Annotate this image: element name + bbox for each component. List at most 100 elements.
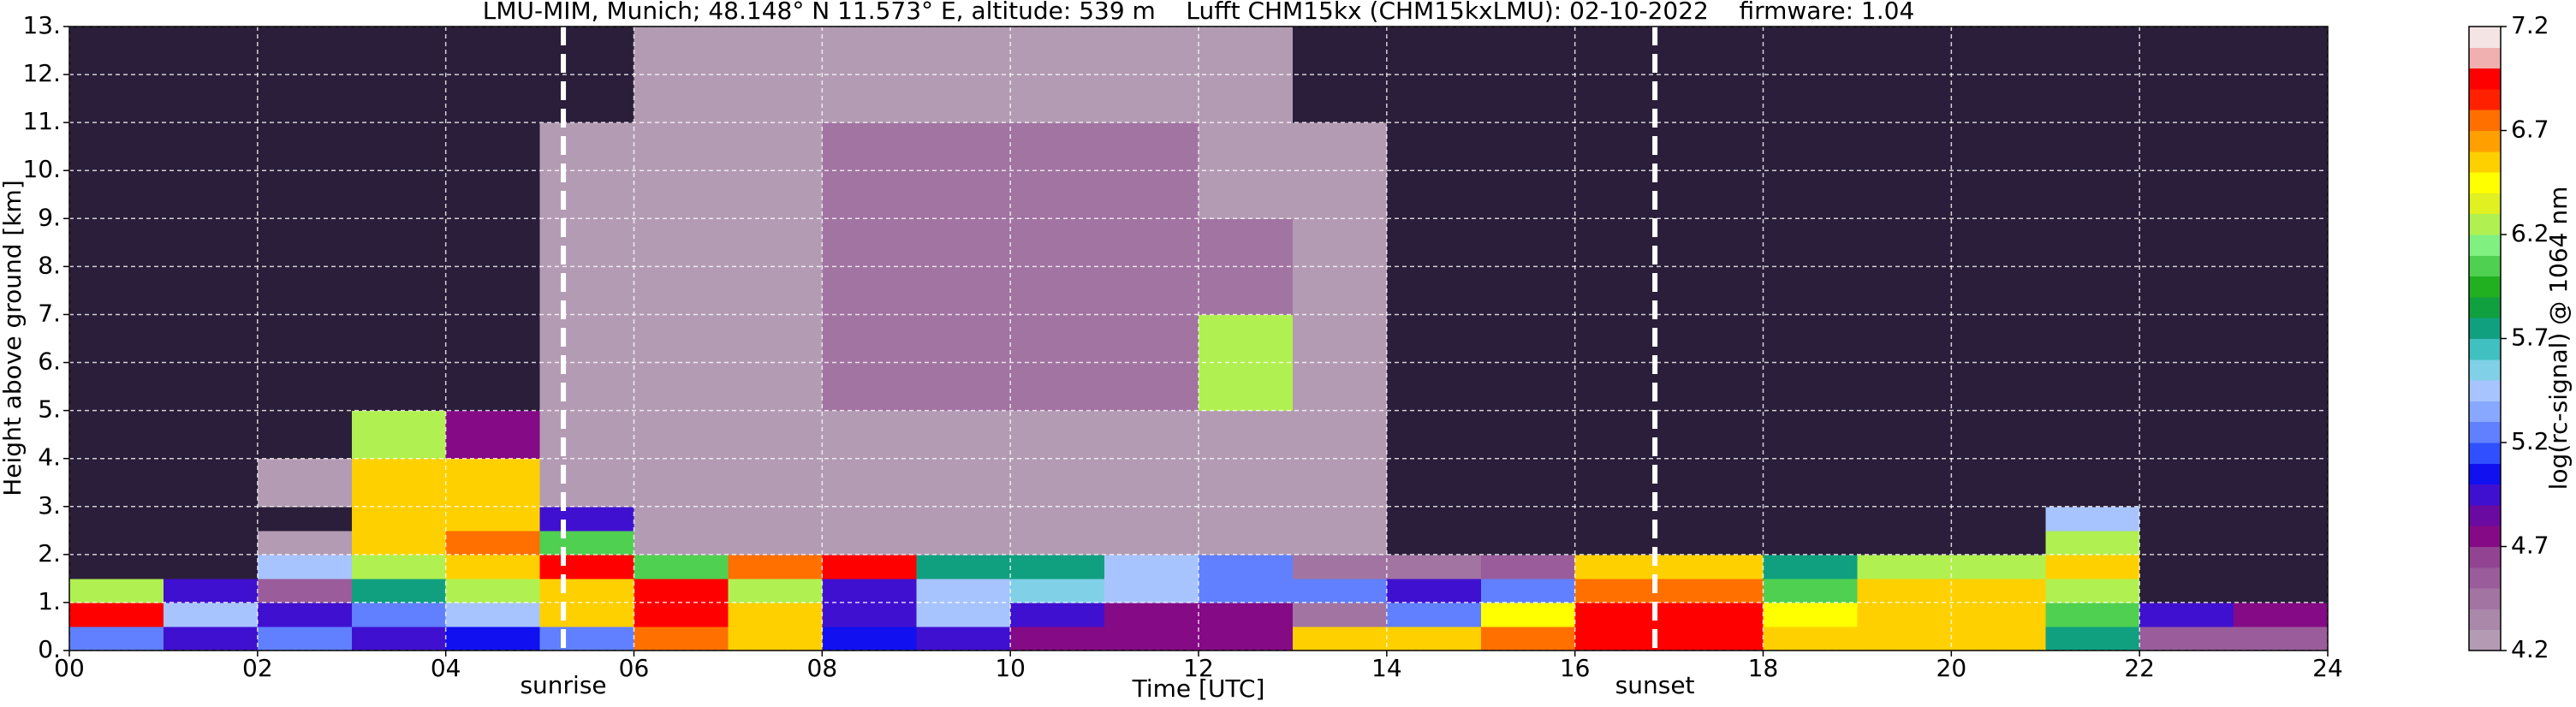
heatmap-cell xyxy=(163,554,259,579)
heatmap-cell xyxy=(916,578,1011,603)
x-tick-label: 16 xyxy=(1560,654,1591,682)
heatmap-cell xyxy=(1763,530,1858,556)
heatmap-cell xyxy=(1951,626,2046,651)
heatmap-cell xyxy=(1669,314,1764,412)
heatmap-cell xyxy=(1292,314,1388,412)
heatmap-cell xyxy=(634,602,729,627)
heatmap-cell xyxy=(1104,458,1199,508)
heatmap-cell xyxy=(1951,506,2046,532)
heatmap-cell xyxy=(351,626,447,651)
heatmap-cell xyxy=(822,554,917,579)
x-tick-label: 22 xyxy=(2124,654,2155,682)
colorbar-tick-label: 4.2 xyxy=(2511,635,2549,663)
heatmap-cell xyxy=(1292,554,1388,579)
heatmap-cell xyxy=(728,554,823,579)
heatmap-cell xyxy=(1669,410,1764,460)
heatmap-cell xyxy=(1857,602,1952,627)
heatmap-cell xyxy=(1951,554,2046,579)
heatmap-cell xyxy=(1669,602,1764,627)
y-axis-label: Height above ground [km] xyxy=(0,180,27,496)
heatmap-cell xyxy=(1763,554,1858,579)
heatmap-cell xyxy=(257,506,353,532)
colorbar-segment xyxy=(2469,68,2501,90)
y-tick-label: 6. xyxy=(38,348,61,376)
colorbar-segment xyxy=(2469,338,2501,360)
heatmap-cell xyxy=(1199,626,1294,651)
heatmap-cell xyxy=(728,626,823,651)
heatmap-cell xyxy=(2234,410,2329,460)
heatmap-cell xyxy=(1292,458,1388,508)
heatmap-cell xyxy=(1951,458,2046,508)
colorbar-segment xyxy=(2469,88,2501,110)
heatmap-cell xyxy=(351,554,447,579)
colorbar-tick-label: 6.2 xyxy=(2511,219,2549,247)
heatmap-cell xyxy=(1669,218,1764,315)
heatmap-cell xyxy=(1386,578,1482,603)
heatmap-cell xyxy=(539,554,634,579)
heatmap-cell xyxy=(69,410,164,460)
colorbar-segment xyxy=(2469,359,2501,381)
heatmap-cell xyxy=(69,602,164,627)
heatmap-cell xyxy=(351,602,447,627)
heatmap-cell xyxy=(1669,506,1764,532)
colorbar-segment xyxy=(2469,110,2501,131)
heatmap-cell xyxy=(634,410,729,460)
heatmap-cell xyxy=(728,458,823,508)
heatmap-cell xyxy=(1199,218,1294,315)
heatmap-cell xyxy=(2045,506,2140,532)
heatmap-cell xyxy=(257,602,353,627)
heatmap-cell xyxy=(1292,530,1388,556)
y-tick-label: 0. xyxy=(38,635,61,663)
colorbar-segment xyxy=(2469,276,2501,298)
heatmap-cell xyxy=(351,122,447,219)
heatmap-cell xyxy=(822,578,917,603)
heatmap-cell xyxy=(2045,530,2140,556)
heatmap-cell xyxy=(163,578,259,603)
heatmap-cell xyxy=(2045,458,2140,508)
heatmap-cell xyxy=(1104,506,1199,532)
heatmap-cell xyxy=(822,410,917,460)
y-tick-label: 7. xyxy=(38,299,61,327)
heatmap-cell xyxy=(1951,602,2046,627)
heatmap-cell xyxy=(351,458,447,508)
heatmap-cell xyxy=(539,578,634,603)
heatmap-cell xyxy=(257,530,353,556)
heatmap-cell xyxy=(1104,626,1199,651)
colorbar-tick-label: 5.7 xyxy=(2511,324,2549,352)
heatmap-cell xyxy=(163,530,259,556)
heatmap-cell xyxy=(2139,27,2234,123)
heatmap-cell xyxy=(1763,410,1858,460)
heatmap-cell xyxy=(1669,530,1764,556)
heatmap-cell xyxy=(1199,122,1294,219)
heatmap-cell xyxy=(1857,458,1952,508)
heatmap-cell xyxy=(351,218,447,315)
colorbar-tick-label: 4.7 xyxy=(2511,532,2549,560)
heatmap-cell xyxy=(634,578,729,603)
heatmap-cell xyxy=(1669,626,1764,651)
x-axis-label: Time [UTC] xyxy=(1132,674,1265,703)
y-tick-label: 13. xyxy=(22,11,61,39)
heatmap-cell xyxy=(539,530,634,556)
colorbar-segment xyxy=(2469,380,2501,401)
heatmap-cell xyxy=(69,506,164,532)
heatmap-cell xyxy=(2139,530,2234,556)
heatmap-cell xyxy=(822,27,917,123)
heatmap-cell xyxy=(1104,578,1199,603)
heatmap-cell xyxy=(1010,410,1105,460)
heatmap-cell xyxy=(1480,626,1576,651)
colorbar-segment xyxy=(2469,193,2501,215)
heatmap-cell xyxy=(351,506,447,532)
heatmap-cell xyxy=(2234,458,2329,508)
heatmap-cell xyxy=(1480,458,1576,508)
heatmap-cell xyxy=(728,578,823,603)
heatmap-cell xyxy=(2234,506,2329,532)
heatmap-cell xyxy=(728,506,823,532)
heatmap-cell xyxy=(822,458,917,508)
heatmap-cell xyxy=(1669,458,1764,508)
heatmap-cell xyxy=(2234,554,2329,579)
heatmap-cell xyxy=(1951,530,2046,556)
colorbar-segment xyxy=(2469,235,2501,256)
x-tick-label: 06 xyxy=(619,654,650,682)
heatmap-cell xyxy=(1386,458,1482,508)
heatmap-cell xyxy=(1386,410,1482,460)
